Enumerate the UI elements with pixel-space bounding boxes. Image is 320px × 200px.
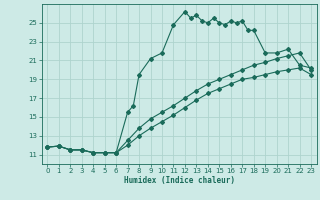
X-axis label: Humidex (Indice chaleur): Humidex (Indice chaleur): [124, 176, 235, 185]
